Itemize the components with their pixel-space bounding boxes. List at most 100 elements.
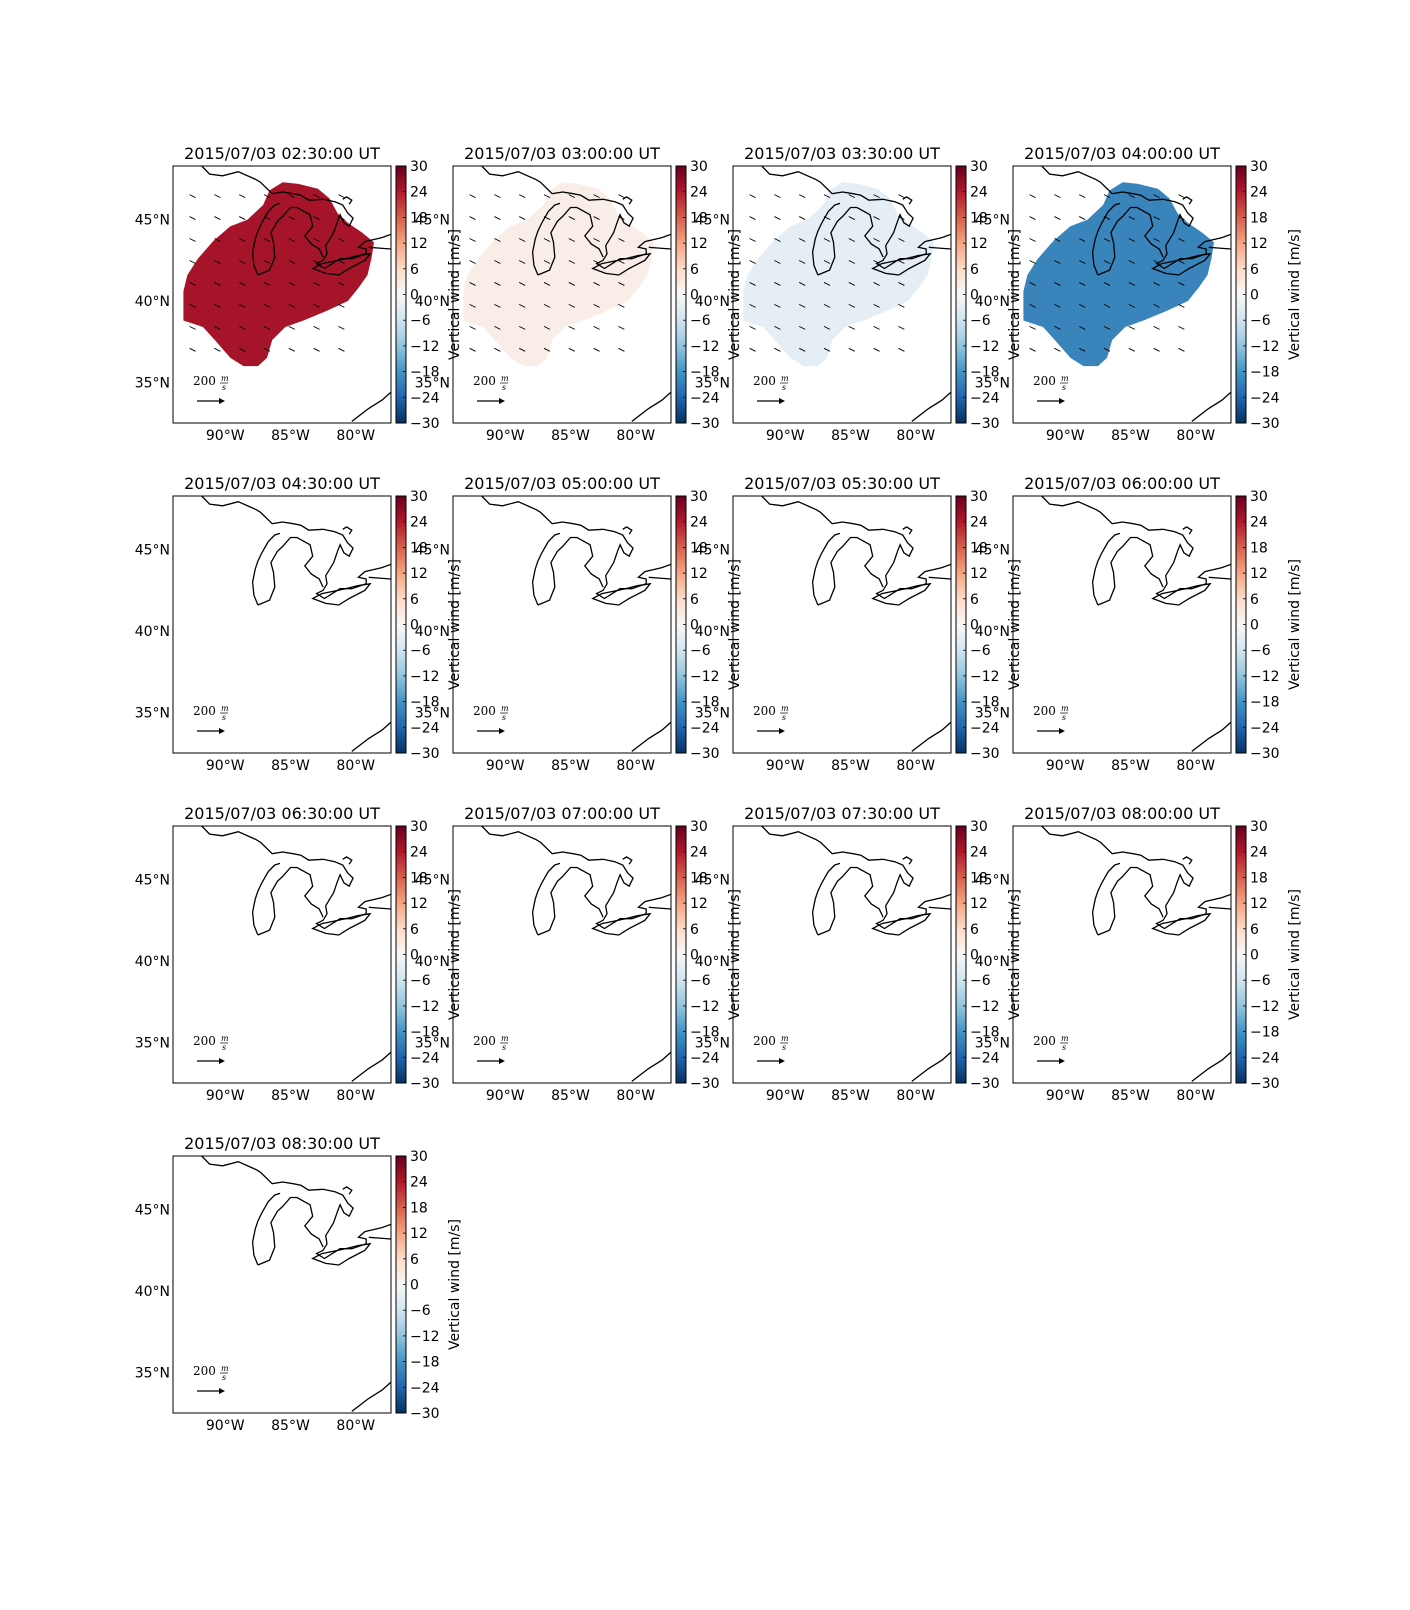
wind-vector — [214, 282, 221, 286]
quiver-key-arrowhead — [219, 398, 225, 404]
quiver-key-unit: m — [221, 374, 229, 383]
colorbar-tick-label: −12 — [410, 339, 440, 355]
colorbar-tick-label: −6 — [410, 973, 431, 989]
colorbar-tick-label: 18 — [1250, 870, 1268, 886]
colorbar-tick-label: −30 — [690, 416, 720, 432]
wind-vector — [1078, 238, 1086, 242]
colorbar-tick-label: −18 — [410, 1025, 440, 1041]
colorbar-tick-label: −30 — [970, 1076, 1000, 1092]
wind-vector — [1178, 325, 1185, 330]
wind-vector — [774, 303, 781, 308]
lat-tick-label: 40°N — [695, 954, 730, 970]
lon-tick-label: 90°W — [1046, 428, 1085, 444]
colorbar-tick-label: −6 — [410, 643, 431, 659]
map-panel: 2015/07/03 05:00:00 UT 200 ms 45°N 40°N 35°N 9… — [415, 474, 743, 774]
coastline — [481, 496, 671, 600]
lon-tick-label: 80°W — [616, 758, 655, 774]
quiver-key-unit: s — [502, 713, 506, 722]
colorbar-tick-label: −12 — [970, 339, 1000, 355]
wind-vector — [518, 303, 526, 308]
wind-vector — [518, 216, 526, 220]
lake-erie — [311, 252, 372, 276]
wind-vector — [543, 303, 551, 308]
map-panel: 2015/07/03 05:30:00 UT 200 ms 45°N 40°N 35°N 9… — [695, 474, 1023, 774]
colorbar-tick-label: 6 — [1250, 262, 1259, 278]
colorbar-tick-label: 24 — [1250, 845, 1268, 861]
colorbar-tick-label: 0 — [970, 618, 979, 634]
wind-vector — [313, 347, 320, 352]
map-frame — [1012, 165, 1232, 424]
colorbar-tick-label: 30 — [1250, 489, 1268, 505]
colorbar-tick-label: −24 — [970, 390, 1000, 406]
wind-vector — [749, 325, 756, 330]
coastline — [257, 1196, 324, 1266]
wind-vector — [543, 260, 551, 264]
lat-tick-label: 40°N — [135, 954, 170, 970]
colorbar-tick-label: 30 — [410, 159, 428, 175]
map-panel: 2015/07/03 07:00:00 UT 200 ms 45°N 40°N 35°N 9… — [415, 804, 743, 1104]
coastline — [351, 721, 391, 752]
map-panel: 2015/07/03 07:30:00 UT 200 ms 45°N 40°N 35°N 9… — [695, 804, 1023, 1104]
coastline — [622, 196, 633, 205]
map-panel: 2015/07/03 04:30:00 UT 200 ms 45°N 40°N 35°N 9… — [135, 474, 463, 774]
lon-tick-label: 80°W — [336, 1418, 375, 1434]
lat-tick-label: 45°N — [695, 213, 730, 229]
quiver-key-arrowhead — [499, 1058, 505, 1064]
lat-tick-label: 45°N — [415, 543, 450, 559]
lat-tick-label: 40°N — [975, 954, 1010, 970]
wind-vector — [848, 194, 855, 198]
wind-vector — [288, 194, 295, 198]
lat-tick-label: 45°N — [975, 543, 1010, 559]
lake-erie — [871, 582, 932, 606]
quiver-key-value: 200 — [193, 704, 216, 718]
colorbar-tick-label: −30 — [970, 416, 1000, 432]
colorbar-tick-label: 30 — [690, 159, 708, 175]
lon-tick-label: 85°W — [1111, 758, 1150, 774]
colorbar-tick-label: 6 — [410, 262, 419, 278]
wind-vector — [1153, 282, 1160, 286]
colorbar-tick-label: 24 — [970, 845, 988, 861]
quiver-key-value: 200 — [473, 704, 496, 718]
quiver-key-value: 200 — [193, 374, 216, 388]
coastline — [481, 166, 671, 270]
wind-vector — [189, 194, 196, 198]
wind-vector — [1078, 282, 1086, 286]
quiver-key-unit: m — [221, 704, 229, 713]
wind-vector — [848, 282, 855, 286]
wind-vector — [1078, 347, 1086, 352]
wind-vector — [873, 282, 880, 286]
panel-title: 2015/07/03 06:30:00 UT — [184, 804, 380, 823]
wind-vector — [798, 194, 806, 198]
lat-tick-label: 40°N — [415, 294, 450, 310]
coastline — [761, 166, 951, 270]
coastline — [1091, 202, 1121, 276]
map-frame — [452, 165, 672, 424]
lon-tick-label: 90°W — [1046, 1088, 1085, 1104]
quiver-key-unit: m — [221, 1364, 229, 1373]
coastline — [1208, 906, 1231, 910]
colorbar-label: Vertical wind [m/s] — [447, 1219, 463, 1350]
lat-tick-label: 40°N — [975, 624, 1010, 640]
wind-vector — [898, 347, 905, 352]
coastline — [1191, 391, 1231, 422]
map-panel: 2015/07/03 06:00:00 UT 200 ms 45°N 40°N 35°N 9… — [975, 474, 1303, 774]
quiver-key-unit: s — [1062, 713, 1066, 722]
lon-tick-label: 85°W — [1111, 1088, 1150, 1104]
wind-vector — [518, 260, 526, 264]
panel-title: 2015/07/03 05:00:00 UT — [464, 474, 660, 493]
coastline — [911, 1051, 951, 1082]
wind-vector — [288, 347, 295, 352]
coastline — [622, 856, 633, 865]
wind-vector — [1078, 260, 1086, 264]
colorbar-tick-label: −6 — [1250, 643, 1271, 659]
colorbar-tick-label: −30 — [690, 746, 720, 762]
coastline — [1097, 536, 1164, 606]
colorbar-tick-label: −6 — [690, 313, 711, 329]
coastline — [1041, 496, 1231, 600]
wind-vectors — [749, 194, 905, 352]
panel-title: 2015/07/03 05:30:00 UT — [744, 474, 940, 493]
wind-vector — [798, 216, 806, 220]
colorbar-tick-label: −18 — [410, 695, 440, 711]
lon-tick-label: 90°W — [766, 1088, 805, 1104]
coastline — [648, 246, 671, 250]
